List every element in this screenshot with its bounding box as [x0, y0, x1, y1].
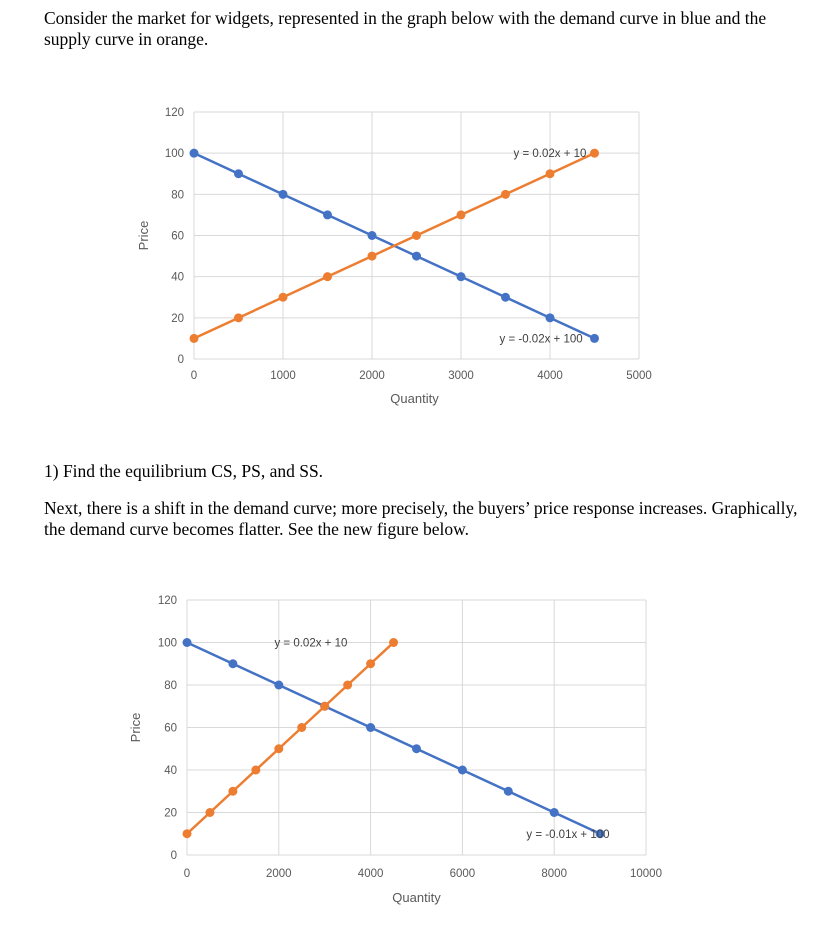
- supply-data-point: [545, 169, 555, 179]
- supply-demand-chart-2: 0 20 40 60 80 100 120 0 2000 4000 6000 8000 10000 Qua…: [128, 595, 662, 905]
- y-tick-label: 60: [164, 723, 177, 735]
- supply-data-point: [456, 210, 466, 220]
- supply-data-point: [251, 765, 261, 775]
- supply-demand-chart-1: 0 20 40 60 80 100 120 0 1000 2000 3000 4000 5000 Quan…: [136, 107, 652, 406]
- supply-data-point: [343, 680, 353, 690]
- x-tick-label: 8000: [541, 868, 567, 880]
- x-tick-label: 6000: [450, 868, 476, 880]
- demand-data-point: [189, 148, 199, 158]
- y-axis-title: Price: [136, 221, 151, 251]
- supply-data-point: [189, 333, 199, 343]
- demand-data-point: [412, 744, 421, 754]
- y-tick-label: 80: [171, 189, 184, 201]
- y-tick-label: 20: [164, 808, 177, 820]
- demand-data-point: [503, 786, 513, 796]
- y-tick-label: 20: [171, 313, 184, 325]
- y-axis-title: Price: [128, 713, 143, 743]
- demand-data-point: [274, 680, 284, 690]
- demand-data-point: [457, 765, 467, 775]
- supply-data-point: [366, 659, 376, 669]
- demand-data-point: [549, 808, 559, 817]
- x-axis-title: Quantity: [392, 890, 441, 905]
- equation-label: y = 0.02x + 10: [514, 148, 587, 160]
- supply-data-point: [182, 829, 192, 839]
- demand-data-point: [595, 829, 605, 839]
- supply-curve-line: [186, 641, 395, 835]
- supply-data-point: [367, 251, 377, 261]
- y-tick-label: 100: [158, 638, 177, 650]
- demand-data-point: [412, 251, 421, 261]
- x-tick-label: 4000: [358, 868, 384, 880]
- y-tick-label: 80: [164, 680, 177, 692]
- supply-data-point: [274, 744, 284, 754]
- supply-data-point: [228, 786, 238, 796]
- y-tick-label: 40: [164, 765, 177, 777]
- x-tick-label: 2000: [359, 370, 385, 382]
- demand-data-point: [182, 638, 192, 647]
- y-tick-label: 40: [171, 272, 184, 284]
- supply-data-point: [501, 189, 510, 199]
- supply-data-point: [205, 808, 215, 817]
- supply-data-point: [297, 723, 307, 732]
- demand-data-point: [367, 231, 377, 240]
- x-tick-label: 3000: [448, 370, 474, 382]
- equation-label: y = -0.02x + 100: [500, 333, 583, 345]
- x-tick-label: 0: [191, 370, 197, 382]
- question-1: 1) Find the equilibrium CS, PS, and SS.: [44, 461, 324, 481]
- supply-data-point: [320, 701, 330, 711]
- x-tick-label: 4000: [537, 370, 563, 382]
- supply-data-point: [278, 292, 288, 302]
- demand-data-point: [456, 272, 466, 282]
- demand-data-point: [590, 333, 599, 343]
- x-tick-label: 0: [184, 868, 190, 880]
- demand-data-point: [545, 313, 555, 323]
- intro-paragraph: Consider the market for widgets, represe…: [44, 8, 767, 49]
- y-tick-label: 0: [178, 354, 184, 366]
- demand-data-point: [228, 659, 238, 669]
- demand-shift-paragraph: Next, there is a shift in the demand cur…: [44, 498, 798, 539]
- supply-data-point: [389, 638, 399, 647]
- demand-curve-line: [186, 641, 601, 835]
- y-tick-label: 0: [171, 850, 177, 862]
- x-tick-label: 2000: [266, 868, 292, 880]
- demand-data-point: [366, 723, 376, 732]
- y-tick-label: 120: [158, 595, 177, 607]
- demand-data-point: [278, 189, 288, 199]
- supply-data-point: [323, 272, 332, 282]
- demand-data-point: [501, 292, 510, 302]
- supply-curve-line: [193, 152, 596, 340]
- supply-data-point: [590, 148, 599, 158]
- x-tick-label: 10000: [630, 868, 662, 880]
- x-tick-label: 5000: [626, 370, 652, 382]
- y-tick-label: 100: [165, 148, 184, 160]
- demand-data-point: [234, 169, 243, 179]
- y-tick-label: 60: [171, 231, 184, 243]
- equation-label: y = -0.01x + 100: [526, 829, 609, 841]
- demand-data-point: [323, 210, 332, 220]
- supply-data-point: [412, 231, 421, 240]
- y-tick-label: 120: [165, 107, 184, 119]
- x-tick-label: 1000: [270, 370, 296, 382]
- equation-label: y = 0.02x + 10: [274, 638, 347, 650]
- x-axis-title: Quantity: [390, 391, 439, 406]
- supply-data-point: [234, 313, 243, 323]
